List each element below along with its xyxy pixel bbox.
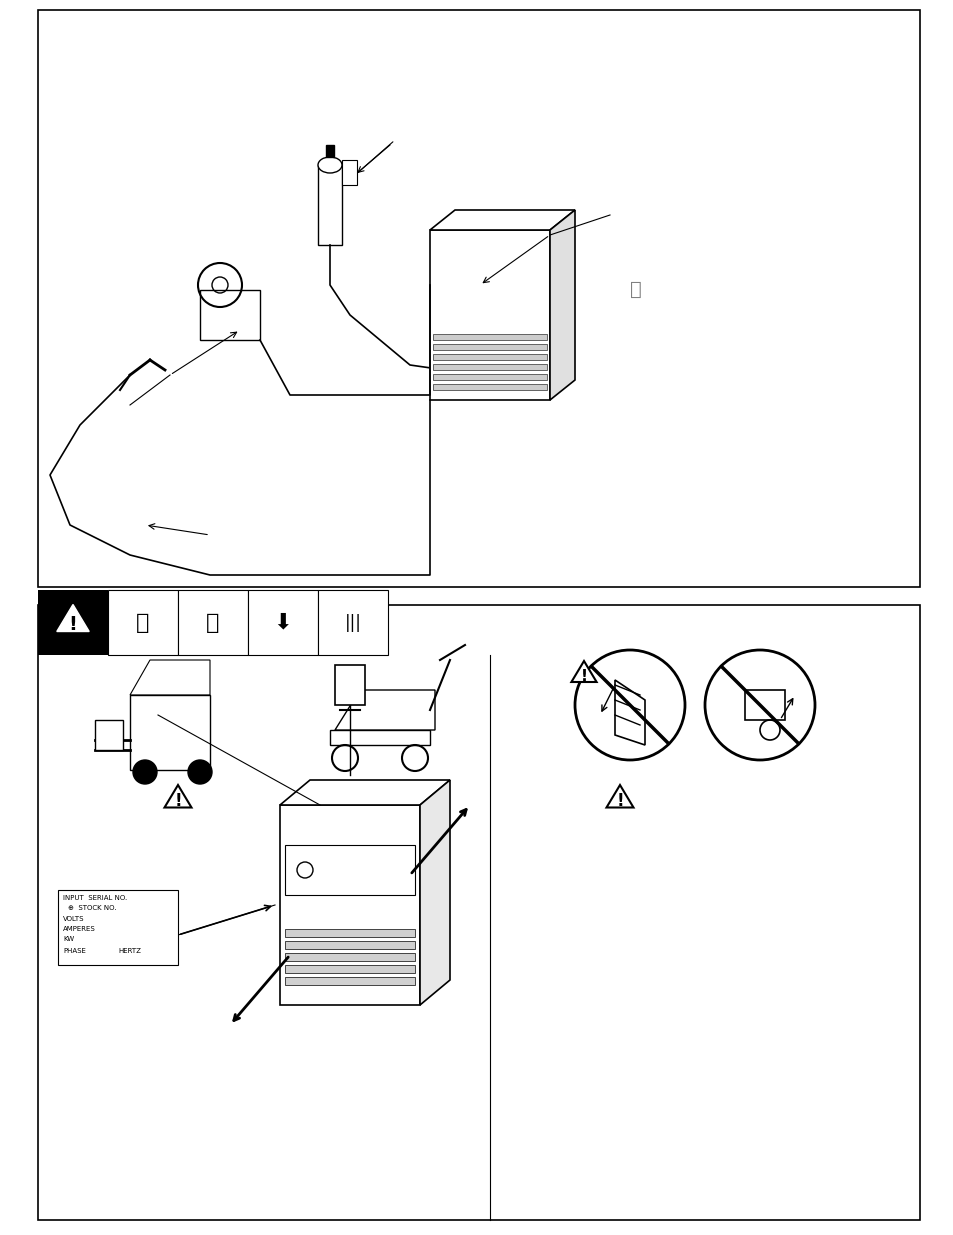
Bar — [317, 165, 341, 245]
Text: !: ! — [174, 793, 182, 810]
Polygon shape — [571, 661, 596, 682]
Bar — [280, 805, 419, 1005]
Text: |||: ||| — [344, 614, 361, 631]
Polygon shape — [57, 604, 90, 631]
Bar — [108, 590, 178, 655]
Text: VOLTS: VOLTS — [63, 916, 85, 923]
Polygon shape — [330, 730, 430, 745]
Bar — [341, 161, 356, 185]
Bar — [433, 333, 546, 340]
Bar — [433, 364, 546, 370]
Bar — [326, 144, 334, 157]
Bar — [285, 845, 415, 895]
Text: !: ! — [616, 793, 623, 810]
Bar — [744, 690, 784, 720]
Ellipse shape — [317, 157, 341, 173]
Text: INPUT  SERIAL NO.: INPUT SERIAL NO. — [63, 895, 127, 902]
Text: AMPERES: AMPERES — [63, 926, 95, 932]
Bar — [433, 345, 546, 350]
Text: 🏃: 🏃 — [136, 613, 150, 632]
Polygon shape — [335, 690, 435, 730]
Bar — [433, 384, 546, 390]
Bar — [58, 890, 178, 965]
Text: KW: KW — [63, 936, 74, 942]
Text: !: ! — [69, 615, 77, 634]
Bar — [130, 695, 210, 769]
Bar — [433, 354, 546, 359]
Bar — [285, 941, 415, 948]
Bar — [38, 605, 919, 1220]
Polygon shape — [419, 781, 450, 1005]
Circle shape — [188, 760, 212, 784]
Polygon shape — [430, 210, 575, 230]
Circle shape — [575, 650, 684, 760]
Polygon shape — [280, 781, 450, 805]
Bar — [200, 290, 260, 340]
Polygon shape — [550, 210, 575, 400]
Polygon shape — [606, 785, 633, 808]
Bar — [178, 590, 248, 655]
Text: ⊕  STOCK NO.: ⊕ STOCK NO. — [68, 905, 116, 911]
Bar — [38, 590, 108, 655]
Text: ⬇: ⬇ — [274, 613, 292, 632]
Bar — [285, 929, 415, 937]
Bar — [317, 590, 388, 655]
Text: HERTZ: HERTZ — [118, 948, 141, 953]
Circle shape — [704, 650, 814, 760]
Text: 📄: 📄 — [629, 280, 641, 299]
Bar — [285, 965, 415, 973]
Bar — [430, 230, 550, 400]
Bar — [38, 10, 919, 587]
Bar — [248, 590, 317, 655]
Text: !: ! — [579, 669, 587, 684]
Polygon shape — [164, 785, 192, 808]
Text: 🔥: 🔥 — [206, 613, 219, 632]
Bar — [335, 664, 365, 705]
Bar — [95, 720, 123, 750]
Text: PHASE: PHASE — [63, 948, 86, 953]
Bar — [433, 374, 546, 380]
Bar — [285, 953, 415, 961]
Circle shape — [132, 760, 157, 784]
Bar — [285, 977, 415, 986]
